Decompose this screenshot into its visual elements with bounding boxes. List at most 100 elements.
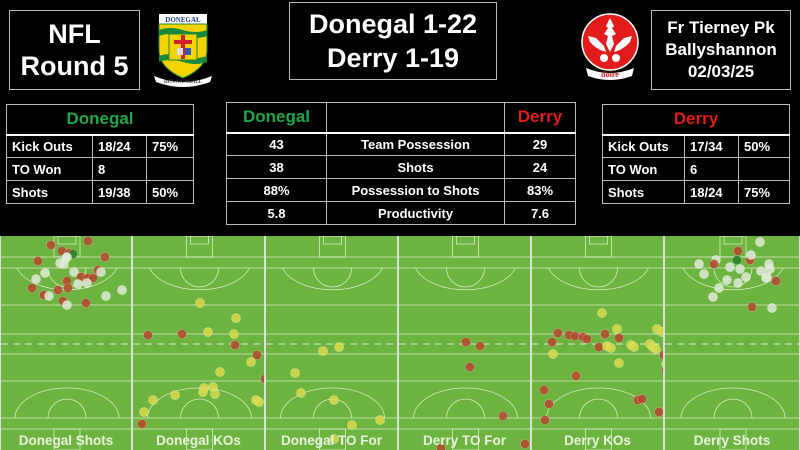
- event-dot: [195, 298, 205, 308]
- home-value: 38: [226, 155, 327, 179]
- event-dot: [475, 341, 485, 351]
- round-number: Round 5: [20, 51, 129, 81]
- event-dot: [597, 308, 607, 318]
- svg-text:DONEGAL: DONEGAL: [165, 16, 201, 24]
- row-pct: [146, 157, 194, 181]
- away-value: 83%: [504, 178, 576, 202]
- pitch-diagram: [532, 236, 663, 450]
- event-dot: [318, 346, 328, 356]
- event-dot: [661, 360, 663, 368]
- table-row: TO Won 8: [6, 157, 194, 181]
- event-dot: [582, 334, 592, 344]
- event-dot: [498, 411, 508, 421]
- home-stats-table: Donegal Kick Outs 18/24 75% TO Won 8 Sho…: [6, 104, 194, 204]
- table-row: 88% Possession to Shots 83%: [226, 178, 576, 202]
- event-dot: [708, 292, 718, 302]
- row-value: 19/38: [92, 180, 147, 204]
- away-value: 29: [504, 132, 576, 156]
- home-value: 5.8: [226, 201, 327, 225]
- event-dot: [31, 274, 41, 284]
- pitch-panel-derry-kos: Derry KOs: [531, 236, 664, 450]
- metric-label: Possession to Shots: [326, 178, 505, 202]
- event-dot: [101, 291, 111, 301]
- table-row: TO Won 6: [602, 157, 790, 181]
- event-dot: [732, 255, 742, 265]
- event-dot: [746, 250, 756, 260]
- event-dot: [46, 240, 56, 250]
- event-dot: [329, 395, 339, 405]
- table-row: Kick Outs 18/24 75%: [6, 134, 194, 158]
- row-pct: 50%: [146, 180, 194, 204]
- event-dot: [246, 357, 256, 367]
- panel-label: Donegal Shots: [18, 433, 114, 448]
- row-pct: 75%: [738, 180, 790, 204]
- event-dot: [252, 350, 262, 360]
- event-dot: [203, 327, 213, 337]
- event-dot: [143, 330, 153, 340]
- event-dot: [733, 278, 743, 288]
- donegal-crest-icon: DONEGAL DÚN NA NGALL: [150, 12, 216, 88]
- event-dot: [230, 340, 240, 350]
- pitch-panel-donegal-shots: Donegal Shots: [0, 236, 132, 450]
- event-dot: [83, 236, 93, 246]
- event-dot: [520, 439, 530, 449]
- comparison-home-team: Donegal: [226, 102, 327, 134]
- row-value: 17/34: [684, 134, 739, 158]
- pitch-panel-derry-to-for: Derry TO For: [398, 236, 531, 450]
- event-dot: [614, 358, 624, 368]
- svg-text:DÚN NA NGALL: DÚN NA NGALL: [164, 79, 203, 85]
- event-dot: [69, 267, 79, 277]
- comparison-metric-header: [326, 102, 505, 134]
- event-dot: [44, 291, 54, 301]
- event-dot: [436, 443, 446, 450]
- table-row: 5.8 Productivity 7.6: [226, 201, 576, 225]
- event-dot: [725, 262, 735, 272]
- event-dot: [659, 350, 663, 360]
- event-dot: [334, 342, 344, 352]
- event-dot: [461, 337, 471, 347]
- match-date: 02/03/25: [687, 62, 755, 81]
- row-value: 18/24: [92, 134, 147, 158]
- event-dot: [654, 407, 663, 417]
- event-dot: [329, 434, 339, 444]
- event-dot: [767, 303, 777, 313]
- table-row: Shots 18/24 75%: [602, 180, 790, 204]
- derry-crest-icon: doire: [578, 12, 642, 82]
- home-value: 43: [226, 132, 327, 156]
- event-dot: [27, 283, 37, 293]
- event-dot: [465, 362, 475, 372]
- event-dot: [81, 298, 91, 308]
- event-dot: [612, 324, 622, 334]
- pitch-panel-derry-shots: Derry Shots: [664, 236, 800, 450]
- event-dot: [100, 252, 110, 262]
- event-dot: [231, 313, 241, 323]
- event-dot: [137, 419, 147, 429]
- panel-label: Derry TO For: [422, 433, 507, 448]
- event-dot: [548, 349, 558, 359]
- event-dot: [606, 343, 616, 353]
- event-dot: [260, 374, 264, 384]
- event-dot: [614, 333, 624, 343]
- metric-label: Productivity: [326, 201, 505, 225]
- event-dot: [229, 329, 239, 339]
- home-value: 88%: [226, 178, 327, 202]
- pitch-panel-donegal-kos: Donegal KOs: [132, 236, 265, 450]
- venue-box: Fr Tierney Pk Ballyshannon 02/03/25: [651, 10, 791, 90]
- panel-label: Derry KOs: [564, 433, 631, 448]
- comparison-away-team: Derry: [504, 102, 576, 134]
- event-dot: [755, 237, 765, 247]
- event-dot: [637, 394, 647, 404]
- table-row: 38 Shots 24: [226, 155, 576, 179]
- away-stats-table: Derry Kick Outs 17/34 50% TO Won 6 Shots…: [602, 104, 790, 204]
- event-dot: [756, 266, 766, 276]
- row-value: 8: [92, 157, 147, 181]
- event-dot: [600, 329, 610, 339]
- row-label: Shots: [6, 180, 93, 204]
- event-dot: [63, 283, 73, 293]
- panel-label: Derry Shots: [693, 433, 771, 448]
- event-dot: [117, 285, 127, 295]
- row-label: TO Won: [602, 157, 685, 181]
- event-dot: [544, 399, 554, 409]
- event-dot: [55, 258, 65, 268]
- event-dot: [657, 327, 663, 337]
